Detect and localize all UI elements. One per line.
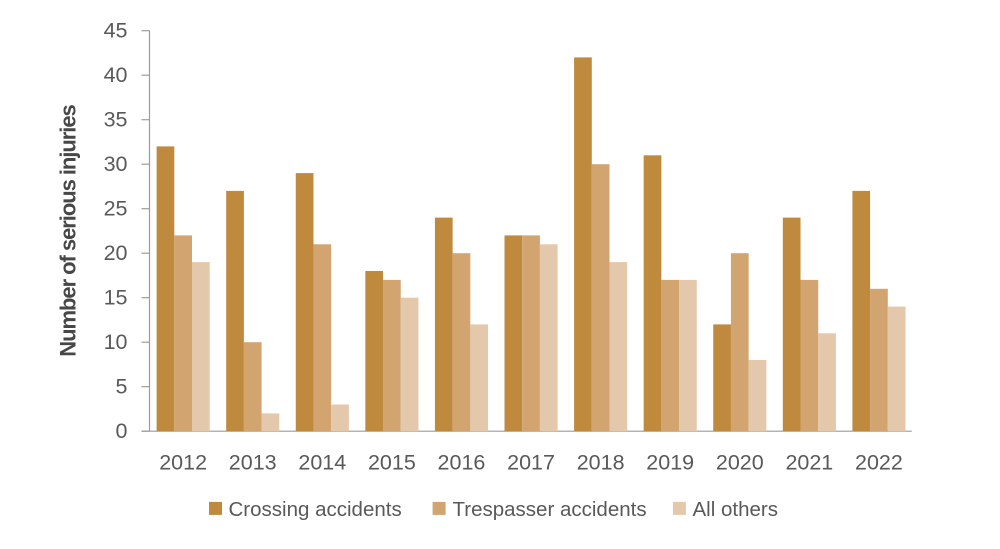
- svg-text:25: 25: [104, 197, 128, 221]
- svg-text:2016: 2016: [438, 451, 486, 475]
- svg-text:5: 5: [116, 375, 128, 399]
- svg-text:2020: 2020: [716, 451, 764, 475]
- svg-text:2019: 2019: [646, 451, 694, 475]
- svg-text:35: 35: [104, 108, 128, 132]
- svg-text:2017: 2017: [507, 451, 555, 475]
- svg-text:2021: 2021: [785, 451, 833, 475]
- svg-text:2013: 2013: [229, 451, 277, 475]
- svg-text:2014: 2014: [298, 451, 346, 475]
- svg-text:2018: 2018: [577, 451, 625, 475]
- svg-text:2022: 2022: [855, 451, 903, 475]
- svg-text:Number of serious injuries: Number of serious injuries: [55, 104, 80, 356]
- svg-text:45: 45: [104, 19, 128, 43]
- svg-text:Trespasser accidents: Trespasser accidents: [453, 498, 647, 521]
- svg-text:10: 10: [104, 330, 128, 354]
- svg-text:2015: 2015: [368, 451, 416, 475]
- svg-text:Crossing accidents: Crossing accidents: [229, 498, 402, 521]
- svg-text:40: 40: [104, 63, 128, 87]
- svg-text:All others: All others: [693, 498, 778, 521]
- svg-text:0: 0: [116, 419, 128, 443]
- svg-text:15: 15: [104, 286, 128, 310]
- svg-text:30: 30: [104, 152, 128, 176]
- svg-text:2012: 2012: [159, 451, 207, 475]
- svg-text:20: 20: [104, 241, 128, 265]
